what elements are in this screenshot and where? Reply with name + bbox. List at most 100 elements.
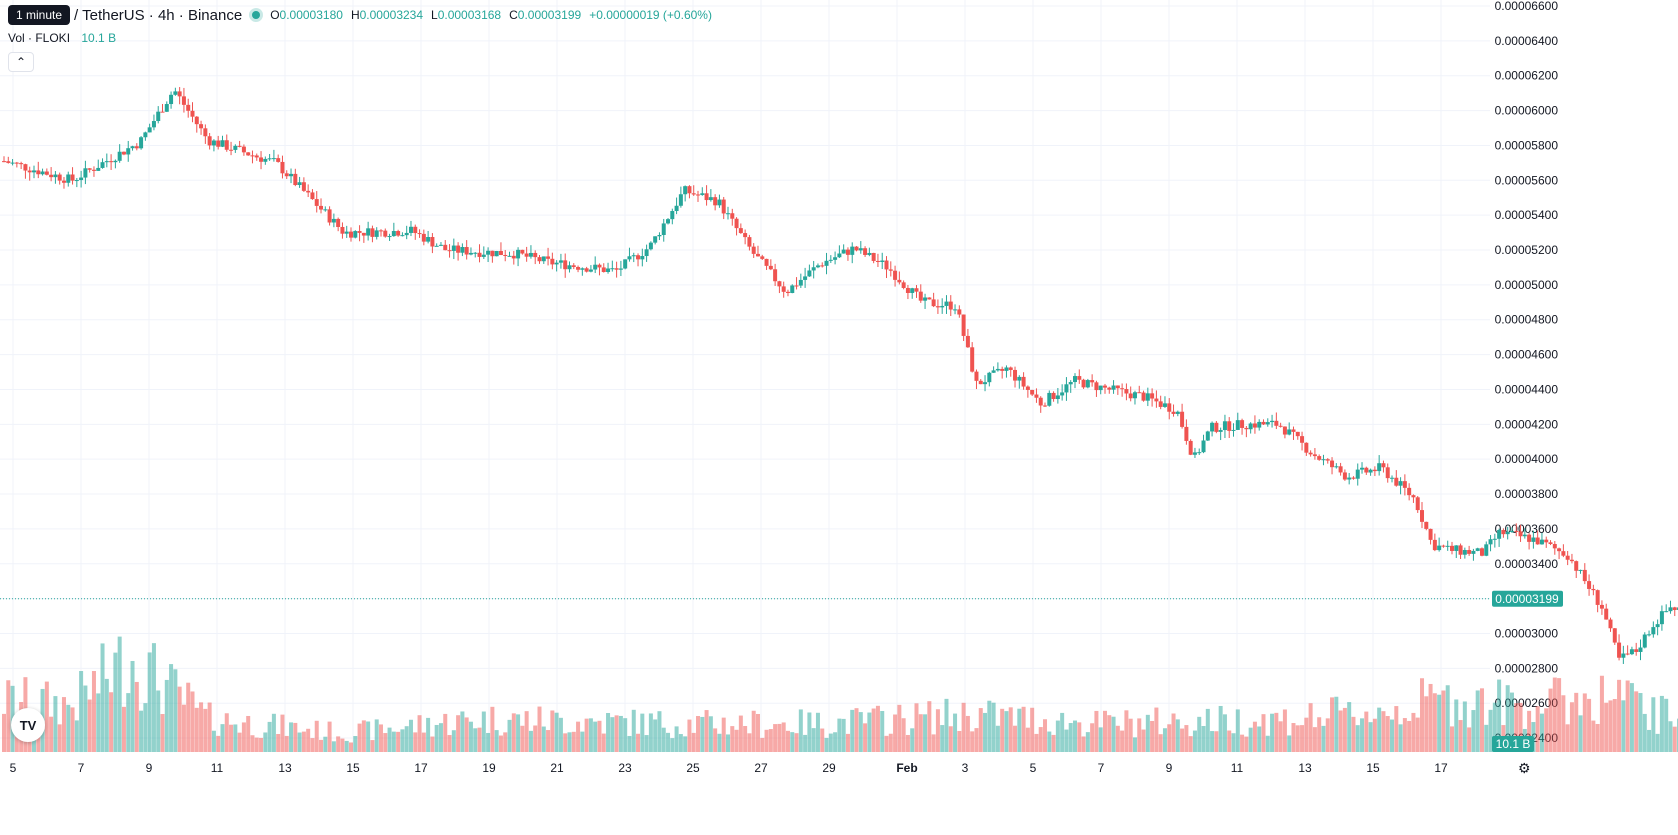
volume-bar: [1441, 690, 1446, 752]
candle-body: [905, 287, 910, 293]
price-tick-label: 0.00005800: [1495, 138, 1559, 152]
volume-bar: [70, 707, 75, 752]
candle-body: [627, 256, 632, 260]
candle-body: [44, 171, 49, 175]
candle-body: [169, 94, 174, 105]
volume-bar: [1252, 721, 1257, 752]
candle-body: [678, 194, 683, 206]
tradingview-logo-icon[interactable]: TV: [11, 708, 45, 742]
candle-body: [1085, 380, 1090, 388]
volume-bar: [280, 714, 285, 752]
candle-body: [884, 260, 889, 270]
symbol-title[interactable]: / TetherUS · 4h · Binance: [74, 6, 243, 24]
candle-body: [708, 197, 713, 201]
candle-body: [760, 256, 765, 259]
volume-bar: [1304, 717, 1309, 752]
candle-body: [156, 111, 161, 122]
candle-body: [841, 249, 846, 254]
candle-body: [983, 382, 988, 385]
volume-bar: [451, 730, 456, 752]
candle-body: [897, 279, 902, 283]
volume-bar: [1214, 731, 1219, 752]
candle-body: [1475, 548, 1480, 551]
candle-body: [1462, 550, 1467, 555]
volume-bar: [1064, 729, 1069, 752]
candle-body: [1321, 459, 1326, 461]
candle-body: [1227, 421, 1232, 431]
volume-bar: [644, 735, 649, 752]
volume-bar: [1368, 722, 1373, 752]
volume-bar: [254, 737, 259, 752]
candle-body: [143, 132, 148, 138]
time-tick-label: 9: [1166, 761, 1173, 775]
candle-body: [528, 252, 533, 257]
candle-body: [280, 161, 285, 174]
volume-bar: [139, 710, 144, 752]
candle-body: [434, 245, 439, 247]
candle-body: [1501, 530, 1506, 535]
candle-body: [1488, 539, 1493, 545]
candle-body: [927, 297, 932, 300]
volume-bar: [1621, 700, 1626, 752]
volume-bar: [1479, 688, 1484, 752]
volume-bar: [1565, 724, 1570, 752]
volume-bar: [1021, 706, 1026, 752]
candle-body: [1514, 530, 1519, 532]
candle-body: [1539, 539, 1544, 545]
volume-bar: [1162, 728, 1167, 752]
candle-body: [1325, 459, 1330, 461]
candle-body: [203, 128, 208, 137]
volume-bar: [1081, 736, 1086, 752]
volume-bar: [1505, 685, 1510, 752]
interval-tooltip: 1 minute: [8, 5, 71, 25]
high-label: H: [350, 8, 360, 22]
candle-body: [880, 260, 885, 263]
volume-bar: [987, 700, 992, 752]
volume-bar: [1300, 725, 1305, 752]
candle-body: [378, 230, 383, 232]
candle-body: [83, 168, 88, 178]
candle-body: [211, 140, 216, 146]
candle-body: [284, 173, 289, 177]
volume-bar: [289, 722, 294, 752]
candle-body: [1330, 460, 1335, 468]
candle-body: [871, 252, 876, 261]
volume-bar: [563, 733, 568, 752]
candle-body: [36, 170, 41, 175]
candle-body: [1295, 431, 1300, 437]
candle-body: [558, 260, 563, 263]
collapse-legend-button[interactable]: ⌃: [8, 52, 34, 72]
candle-body: [207, 136, 212, 146]
candle-body: [1150, 393, 1155, 399]
candle-body: [1124, 389, 1129, 394]
volume-bar: [970, 731, 975, 752]
candle-body: [186, 104, 191, 111]
candle-body: [1565, 555, 1570, 560]
volume-bar: [725, 734, 730, 752]
settings-icon[interactable]: ⚙: [1518, 760, 1531, 776]
candle-body: [1167, 403, 1172, 412]
candle-body: [400, 235, 405, 237]
candle-body: [811, 267, 816, 271]
candle-body: [1312, 454, 1317, 457]
candle-body: [631, 255, 636, 257]
volume-bar: [1544, 708, 1549, 752]
candle-body: [597, 264, 602, 268]
volume-bar: [743, 726, 748, 752]
candle-body: [263, 158, 268, 162]
volume-bar: [220, 724, 225, 752]
price-tick-label: 0.00006400: [1495, 34, 1559, 48]
volume-bar: [297, 732, 302, 752]
volume-bar: [1458, 720, 1463, 752]
volume-bar: [1321, 725, 1326, 752]
volume-bar: [130, 660, 135, 752]
volume-bar: [1257, 726, 1262, 752]
candle-body: [794, 285, 799, 287]
candle-body: [1342, 472, 1347, 480]
market-status-icon[interactable]: [252, 11, 261, 19]
volume-bar: [276, 734, 281, 752]
candle-body: [1197, 452, 1202, 454]
volume-bar: [74, 720, 79, 752]
candle-body: [1077, 376, 1082, 380]
